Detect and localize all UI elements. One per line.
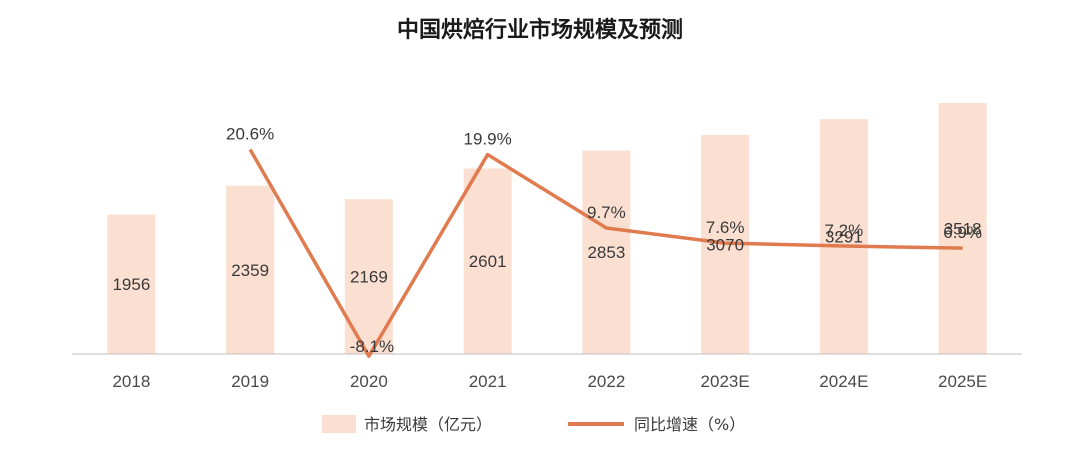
x-tick-2023E: 2023E (701, 372, 750, 391)
x-tick-2021: 2021 (469, 372, 507, 391)
bar-value-label-2024E: 3291 (825, 228, 863, 247)
bar-value-label-2020: 2169 (350, 268, 388, 287)
x-tick-2018: 2018 (112, 372, 150, 391)
legend-bar-swatch (322, 415, 356, 433)
bar-2022 (582, 150, 631, 354)
bar-2021 (463, 168, 512, 354)
chart-title: 中国烘焙行业市场规模及预测 (396, 18, 683, 43)
growth-value-label-2021: 19.9% (464, 130, 512, 149)
growth-line (248, 148, 963, 358)
bar-value-label-2021: 2601 (469, 252, 507, 271)
growth-value-label-2023E: 7.6% (706, 218, 745, 237)
x-tick-2020: 2020 (350, 372, 388, 391)
x-tick-2022: 2022 (587, 372, 625, 391)
bar-value-label-2023E: 3070 (706, 235, 744, 254)
legend-line-label: 同比增速（%） (634, 415, 745, 434)
bar-2025E (938, 103, 987, 354)
bar-2018 (107, 214, 156, 354)
growth-value-label-2019: 20.6% (226, 125, 274, 144)
growth-value-label-2024E: 7.2% (825, 221, 864, 240)
bar-value-label-2018: 1956 (112, 275, 150, 294)
bar-value-label-2019: 2359 (231, 261, 269, 280)
x-tick-2025E: 2025E (938, 372, 987, 391)
growth-value-label-2020: -8.1% (350, 337, 394, 356)
bar-value-label-2022: 2853 (587, 243, 625, 262)
legend-bar-label: 市场规模（亿元） (364, 415, 492, 434)
bar-2024E (819, 119, 868, 354)
growth-value-label-2025E: 6.9% (943, 223, 982, 242)
bar-2019 (226, 185, 275, 354)
x-tick-2024E: 2024E (819, 372, 868, 391)
growth-value-label-2022: 9.7% (587, 203, 626, 222)
x-tick-2019: 2019 (231, 372, 269, 391)
bar-value-label-2025E: 3518 (944, 220, 982, 239)
